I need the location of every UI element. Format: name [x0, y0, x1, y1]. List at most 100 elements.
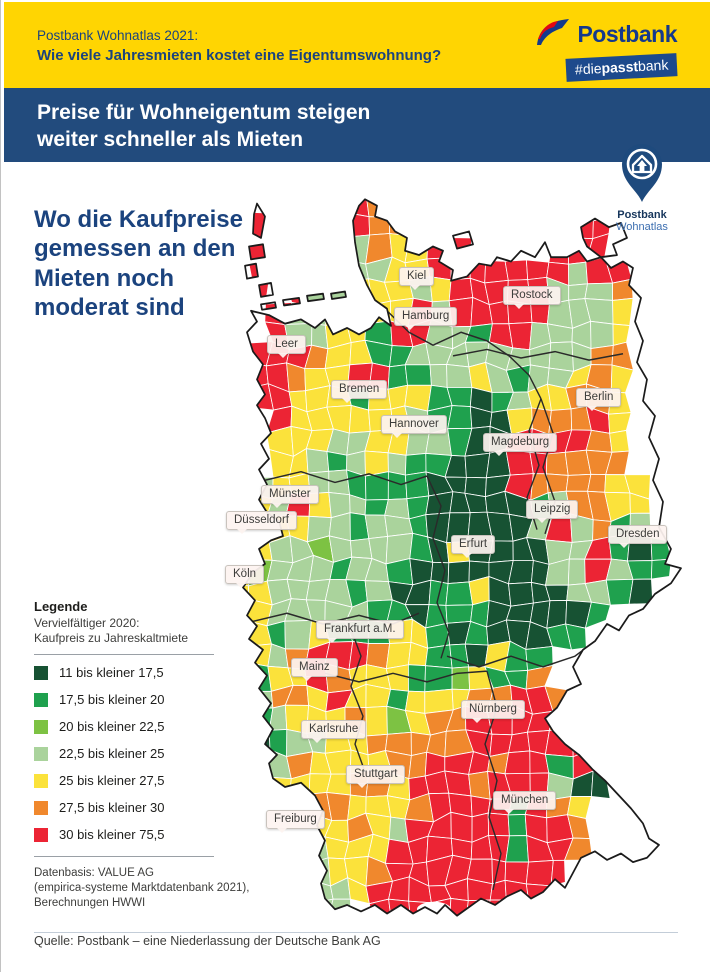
district-cell	[348, 404, 371, 434]
headline-line1: Preise für Wohneigentum steigen	[37, 101, 371, 124]
wohnatlas-pin: Postbank Wohnatlas	[611, 141, 673, 233]
legend-label: 22,5 bis kleiner 25	[59, 746, 165, 761]
district-cell	[609, 429, 630, 453]
district-cell	[507, 560, 534, 585]
district-cell	[408, 751, 428, 780]
postbank-swoosh-icon	[536, 18, 570, 51]
district-cell	[568, 261, 588, 286]
district-cell	[365, 705, 388, 737]
legend-item: 11 bis kleiner 17,5	[34, 659, 214, 686]
district-cell	[590, 320, 614, 350]
district-cell	[504, 259, 529, 281]
district-cell	[428, 579, 449, 606]
district-cell	[508, 731, 531, 754]
district-cell	[243, 598, 250, 622]
district-cell	[507, 814, 528, 837]
legend-rule-bottom	[34, 856, 214, 857]
legend-subtitle-line1: Vervielfältiger 2020:	[34, 616, 140, 630]
district-cell	[451, 666, 471, 691]
district-cell	[328, 199, 352, 215]
district-cell	[349, 538, 373, 560]
city-label-rostock: Rostock	[503, 286, 561, 309]
district-cell	[368, 216, 391, 236]
header-text: Postbank Wohnatlas 2021: Wie viele Jahre…	[37, 28, 441, 64]
city-label-mainz: Mainz	[291, 658, 338, 681]
district-cell	[450, 811, 473, 843]
house-pin-icon	[613, 144, 671, 207]
district-cell	[243, 643, 253, 668]
district-cell	[328, 211, 352, 241]
state-border	[386, 310, 542, 400]
headline-line2: weiter schneller als Mieten	[37, 128, 304, 152]
district-cell	[608, 412, 632, 434]
legend-label: 30 bis kleiner 75,5	[59, 827, 165, 842]
title-line1: Wo die Kaufpreise	[34, 206, 243, 233]
city-label-m-nster: Münster	[261, 485, 319, 508]
district-cell	[590, 344, 614, 366]
district-cell	[266, 904, 291, 916]
district-cell	[404, 364, 432, 386]
district-cell	[248, 707, 274, 734]
city-label-stuttgart: Stuttgart	[346, 765, 406, 788]
badge-part2: passt	[600, 58, 639, 77]
state-border	[452, 348, 624, 361]
state-border	[348, 623, 366, 773]
pin-caption-product: Wohnatlas	[616, 221, 668, 233]
district-cell	[612, 297, 634, 326]
legend-label: 20 bis kleiner 22,5	[59, 719, 165, 734]
district-cell	[284, 280, 307, 307]
legend-item: 20 bis kleiner 22,5	[34, 713, 214, 740]
district-cell	[508, 582, 534, 607]
legend-label: 11 bis kleiner 17,5	[59, 665, 164, 680]
city-label-frankfurt-a-m-: Frankfurt a.M.	[316, 620, 404, 643]
postbank-logo-row: Postbank	[536, 18, 677, 51]
city-label-m-nchen: München	[493, 791, 557, 814]
legend-label: 25 bis kleiner 27,5	[59, 773, 165, 788]
district-cell	[243, 663, 253, 693]
legend-label: 17,5 bis kleiner 20	[59, 692, 165, 707]
legend-items: 11 bis kleiner 17,5 17,5 bis kleiner 20 20…	[34, 659, 214, 848]
district-cell	[325, 281, 354, 308]
district-cell	[612, 323, 631, 347]
legend-swatch	[34, 692, 48, 707]
legend-item: 30 bis kleiner 75,5	[34, 821, 214, 848]
district-cell	[504, 879, 530, 906]
district-cell	[530, 303, 550, 325]
city-label-hannover: Hannover	[381, 415, 447, 438]
germany-outline	[242, 198, 682, 917]
district-cell	[305, 305, 327, 326]
data-basis-note: Datenbasis: VALUE AG (empirica-systeme M…	[34, 866, 249, 911]
state-border	[426, 475, 450, 659]
district-cell	[364, 499, 389, 516]
district-cell	[243, 684, 250, 709]
district-cell	[404, 235, 429, 264]
district-cell	[448, 277, 474, 302]
district-cell	[424, 688, 454, 714]
district-cell	[464, 452, 491, 479]
district-cell	[650, 558, 672, 580]
district-cell	[545, 473, 569, 494]
diepasstbank-badge: #diepasstbank	[565, 53, 678, 82]
data-basis-line1: Datenbasis: VALUE AG	[34, 867, 154, 879]
data-basis-line2: (empirica-systeme Marktdatenbank 2021),	[34, 881, 250, 894]
district-cell	[505, 835, 529, 863]
legend-swatch	[34, 800, 48, 815]
district-cell	[404, 452, 427, 476]
district-cell	[446, 363, 473, 388]
city-label-k-ln: Köln	[225, 565, 265, 588]
district-cell	[484, 259, 509, 284]
city-label-freiburg: Freiburg	[266, 810, 325, 833]
city-label-kiel: Kiel	[399, 267, 435, 290]
data-basis-line3: Berechnungen HWWI	[34, 896, 146, 909]
district-cell	[525, 259, 550, 281]
page-title: Wo die Kaufpreise gemessen an den Mieten…	[34, 205, 284, 322]
legend-item: 17,5 bis kleiner 20	[34, 686, 214, 713]
city-label-bremen: Bremen	[331, 380, 388, 403]
district-cell	[268, 728, 288, 758]
district-cell	[265, 863, 294, 883]
district-cell	[365, 300, 391, 325]
legend-swatch	[34, 773, 48, 788]
district-cell	[584, 282, 614, 301]
district-cell	[525, 860, 554, 887]
